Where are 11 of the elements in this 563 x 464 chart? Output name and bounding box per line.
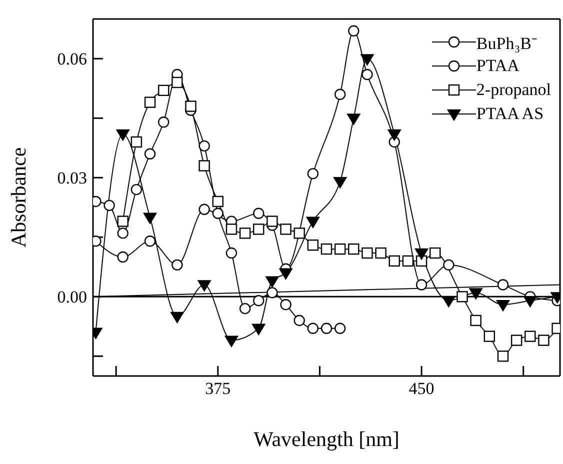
y-axis-title: Absorbance: [6, 147, 30, 248]
y-tick-label: 0.06: [57, 50, 87, 69]
legend-label: PTAA: [476, 56, 520, 76]
legend-label: BuPh₃B⁻: [476, 32, 538, 54]
x-tick-label: 450: [408, 379, 434, 398]
x-tick-label: 375: [205, 379, 231, 398]
legend-label: PTAA AS: [476, 104, 544, 124]
legend-label: 2-propanol: [476, 80, 551, 100]
y-tick-label: 0.03: [57, 168, 87, 188]
y-tick-label: 0.00: [57, 288, 87, 307]
x-axis-title: Wavelength [nm]: [254, 427, 400, 451]
